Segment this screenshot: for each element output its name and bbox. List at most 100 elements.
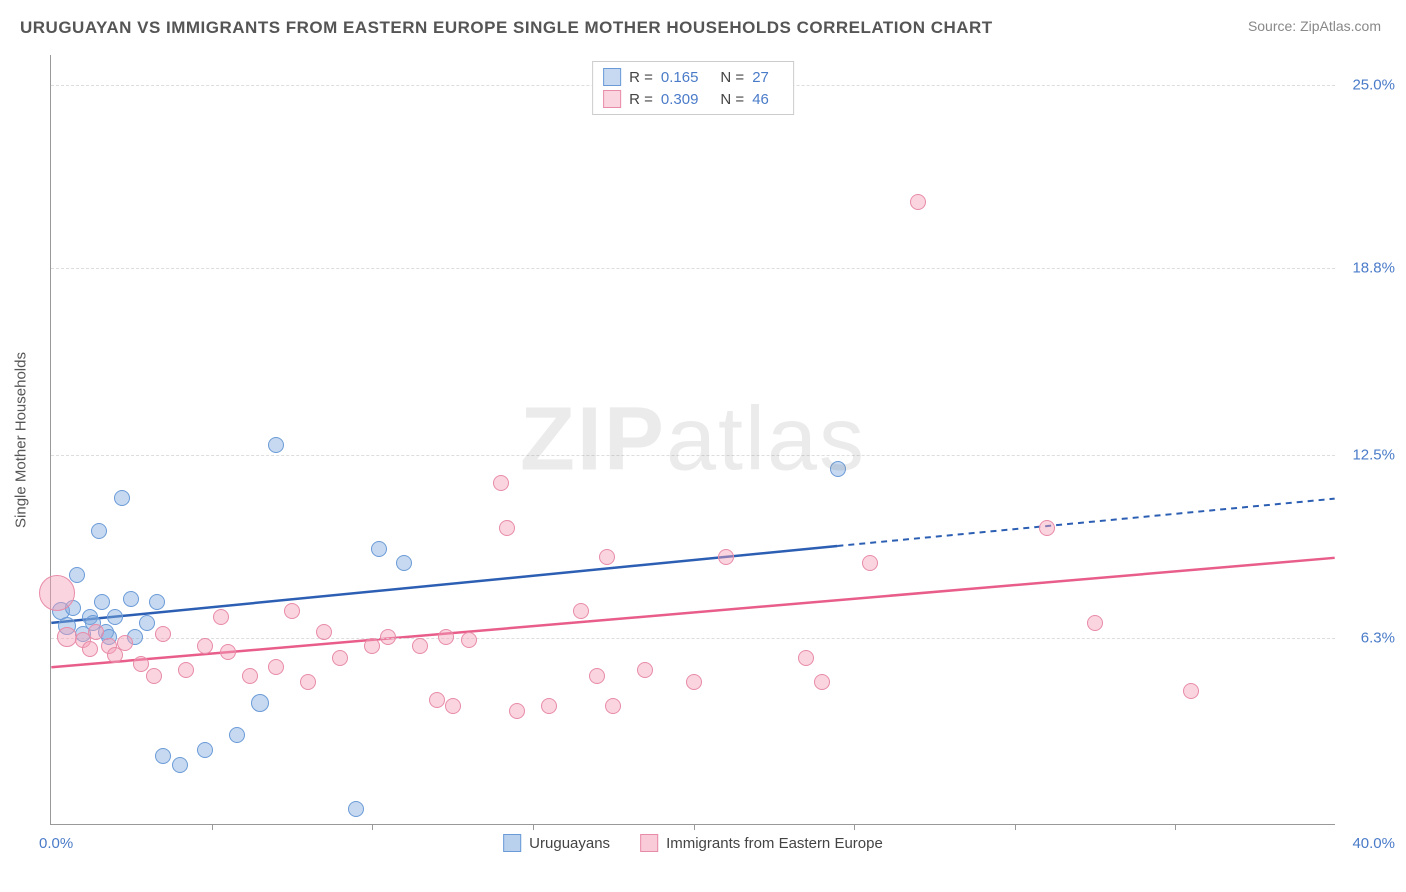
- scatter-point: [499, 520, 515, 536]
- scatter-point: [146, 668, 162, 684]
- scatter-point: [599, 549, 615, 565]
- scatter-point: [172, 757, 188, 773]
- x-tick: [212, 824, 213, 830]
- legend-label: Immigrants from Eastern Europe: [666, 835, 883, 852]
- scatter-point: [284, 603, 300, 619]
- scatter-point: [107, 609, 123, 625]
- r-label: R =: [629, 91, 653, 108]
- y-axis-label: Single Mother Households: [13, 352, 30, 528]
- r-value-uruguayans: 0.165: [661, 69, 699, 86]
- scatter-point: [114, 490, 130, 506]
- scatter-point: [493, 475, 509, 491]
- scatter-point: [332, 650, 348, 666]
- correlation-legend: R = 0.165 N = 27 R = 0.309 N = 46: [592, 61, 794, 115]
- scatter-point: [197, 742, 213, 758]
- legend-label: Uruguayans: [529, 835, 610, 852]
- x-axis-max: 40.0%: [1352, 835, 1395, 852]
- scatter-point: [88, 624, 104, 640]
- scatter-point: [814, 674, 830, 690]
- scatter-point: [39, 575, 75, 611]
- r-value-immigrants: 0.309: [661, 91, 699, 108]
- scatter-point: [412, 638, 428, 654]
- swatch-immigrants: [640, 834, 658, 852]
- scatter-point: [229, 727, 245, 743]
- scatter-point: [348, 801, 364, 817]
- scatter-point: [94, 594, 110, 610]
- chart-title: URUGUAYAN VS IMMIGRANTS FROM EASTERN EUR…: [20, 18, 993, 38]
- scatter-point: [300, 674, 316, 690]
- scatter-point: [1087, 615, 1103, 631]
- legend-item-immigrants: Immigrants from Eastern Europe: [640, 834, 883, 852]
- n-value-uruguayans: 27: [752, 69, 769, 86]
- n-value-immigrants: 46: [752, 91, 769, 108]
- gridline: [51, 268, 1335, 269]
- scatter-point: [445, 698, 461, 714]
- scatter-point: [830, 461, 846, 477]
- scatter-point: [316, 624, 332, 640]
- x-tick: [372, 824, 373, 830]
- scatter-point: [589, 668, 605, 684]
- x-tick: [1175, 824, 1176, 830]
- legend-item-uruguayans: Uruguayans: [503, 834, 610, 852]
- scatter-point: [242, 668, 258, 684]
- scatter-point: [371, 541, 387, 557]
- scatter-point: [637, 662, 653, 678]
- scatter-point: [155, 626, 171, 642]
- n-label: N =: [720, 91, 744, 108]
- scatter-point: [220, 644, 236, 660]
- scatter-point: [798, 650, 814, 666]
- x-axis-min: 0.0%: [39, 835, 73, 852]
- scatter-point: [57, 627, 77, 647]
- scatter-point: [910, 194, 926, 210]
- scatter-point: [1183, 683, 1199, 699]
- scatter-point: [155, 748, 171, 764]
- scatter-point: [380, 629, 396, 645]
- source-attribution: Source: ZipAtlas.com: [1248, 18, 1381, 34]
- y-tick-label: 25.0%: [1352, 76, 1395, 93]
- scatter-point: [91, 523, 107, 539]
- scatter-point: [541, 698, 557, 714]
- scatter-point: [178, 662, 194, 678]
- scatter-point: [268, 659, 284, 675]
- scatter-point: [396, 555, 412, 571]
- gridline: [51, 455, 1335, 456]
- scatter-point: [438, 629, 454, 645]
- scatter-point: [139, 615, 155, 631]
- swatch-immigrants: [603, 90, 621, 108]
- scatter-point: [123, 591, 139, 607]
- y-tick-label: 12.5%: [1352, 446, 1395, 463]
- chart-container: URUGUAYAN VS IMMIGRANTS FROM EASTERN EUR…: [0, 0, 1406, 892]
- scatter-point: [461, 632, 477, 648]
- scatter-point: [686, 674, 702, 690]
- scatter-point: [1039, 520, 1055, 536]
- scatter-point: [509, 703, 525, 719]
- plot-area: ZIPatlas R = 0.165 N = 27 R = 0.309 N = …: [50, 55, 1335, 825]
- swatch-uruguayans: [603, 68, 621, 86]
- y-tick-label: 6.3%: [1361, 630, 1395, 647]
- scatter-point: [862, 555, 878, 571]
- scatter-point: [605, 698, 621, 714]
- swatch-uruguayans: [503, 834, 521, 852]
- scatter-point: [251, 694, 269, 712]
- trend-lines: [51, 55, 1335, 824]
- legend-row-immigrants: R = 0.309 N = 46: [603, 88, 783, 110]
- scatter-point: [268, 437, 284, 453]
- scatter-point: [117, 635, 133, 651]
- y-tick-label: 18.8%: [1352, 260, 1395, 277]
- scatter-point: [133, 656, 149, 672]
- scatter-point: [149, 594, 165, 610]
- scatter-point: [364, 638, 380, 654]
- series-legend: Uruguayans Immigrants from Eastern Europ…: [503, 834, 883, 852]
- r-label: R =: [629, 69, 653, 86]
- scatter-point: [82, 641, 98, 657]
- x-tick: [854, 824, 855, 830]
- scatter-point: [213, 609, 229, 625]
- scatter-point: [197, 638, 213, 654]
- scatter-point: [718, 549, 734, 565]
- x-tick: [533, 824, 534, 830]
- scatter-point: [573, 603, 589, 619]
- legend-row-uruguayans: R = 0.165 N = 27: [603, 66, 783, 88]
- x-tick: [1015, 824, 1016, 830]
- gridline: [51, 638, 1335, 639]
- x-tick: [694, 824, 695, 830]
